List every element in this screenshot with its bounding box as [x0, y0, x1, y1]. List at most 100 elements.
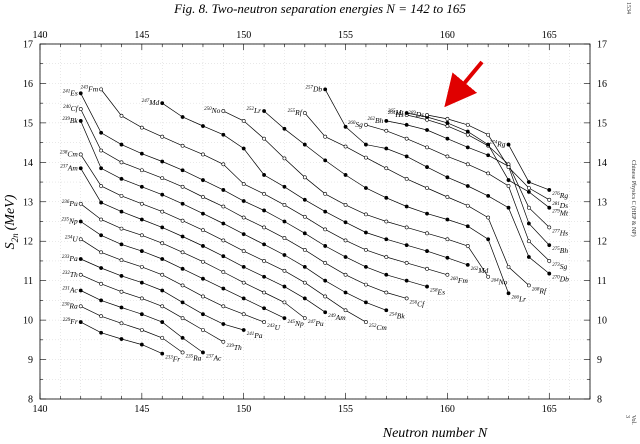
y-tick-label-left: 15: [23, 118, 33, 129]
data-point: [201, 276, 205, 281]
data-point: [282, 300, 287, 305]
data-point: [201, 328, 205, 332]
data-point: [323, 278, 328, 283]
data-point: [241, 280, 246, 285]
plot-frame: [39, 43, 591, 400]
data-point: [425, 165, 429, 169]
data-point: [465, 203, 470, 208]
mass-number: 241: [247, 332, 255, 337]
element-symbol: Hs: [559, 228, 568, 237]
mass-number: 250: [204, 107, 212, 112]
data-point: [404, 176, 409, 181]
data-point: [78, 219, 83, 224]
data-point: [425, 266, 429, 271]
data-point: [119, 209, 124, 214]
data-point: [99, 330, 104, 335]
data-point: [201, 195, 205, 199]
data-point: [547, 205, 552, 210]
data-point: [547, 271, 552, 276]
data-point: [139, 328, 144, 332]
element-symbol: Pa: [253, 331, 263, 340]
data-point: [323, 227, 328, 232]
element-symbol: Fm: [87, 84, 99, 93]
mass-number: 243: [267, 324, 275, 329]
data-point: [343, 255, 348, 259]
data-point: [445, 272, 450, 277]
data-point: [180, 168, 185, 173]
mass-number: 279: [552, 210, 560, 215]
y-tick-label-left: 14: [23, 158, 33, 169]
data-point: [221, 304, 226, 309]
y-axis-symbol: S: [3, 242, 18, 249]
data-point: [445, 195, 450, 199]
series-start-label: 239Bk: [62, 116, 78, 125]
data-point: [241, 215, 246, 220]
element-symbol: Ra: [192, 353, 202, 362]
data-point: [425, 145, 429, 150]
data-point: [506, 184, 511, 188]
mass-number: 238: [60, 150, 68, 155]
data-point: [506, 264, 511, 269]
data-point: [364, 320, 368, 324]
data-point: [445, 124, 450, 128]
data-point: [486, 142, 491, 147]
mass-number: 241: [63, 89, 71, 94]
series-end-label: 258Es: [430, 288, 445, 297]
series-end-label: 239Th: [226, 343, 242, 352]
element-symbol: Ra: [68, 301, 78, 310]
data-point: [282, 156, 287, 161]
y-tick-label-left: 16: [23, 79, 33, 90]
data-point: [139, 280, 144, 285]
mass-number: 233: [62, 255, 70, 260]
series-end-label: 273Sg: [552, 262, 567, 271]
series-line: [80, 93, 428, 287]
series-start-label: 233Pa: [62, 254, 78, 263]
data-point: [139, 312, 144, 317]
series-end-label: 249Am: [328, 313, 346, 322]
data-point: [404, 204, 409, 209]
element-symbol: Th: [70, 270, 78, 279]
data-point: [221, 322, 226, 326]
data-point: [323, 191, 328, 196]
data-point: [425, 128, 429, 132]
data-point: [78, 201, 83, 206]
data-point: [282, 126, 287, 131]
data-point: [99, 130, 104, 135]
data-point: [99, 266, 104, 270]
data-point: [180, 143, 185, 148]
element-symbol: Hs: [394, 110, 403, 119]
y-tick-label-right: 9: [597, 355, 602, 366]
mass-number: 258: [430, 289, 438, 294]
data-point: [425, 113, 429, 117]
element-symbol: Lr: [518, 294, 526, 303]
data-point: [99, 166, 104, 171]
series-end-label: 241Pa: [247, 331, 263, 340]
data-point: [99, 314, 104, 319]
data-point: [241, 312, 246, 317]
data-point: [160, 241, 165, 246]
data-point: [445, 237, 450, 242]
series-line: [324, 89, 550, 274]
data-point: [221, 238, 226, 243]
data-point: [160, 351, 165, 356]
data-point: [262, 136, 266, 141]
data-point: [526, 239, 531, 244]
data-point: [201, 294, 205, 299]
series-line: [365, 124, 550, 262]
y-tick-label-right: 12: [597, 237, 607, 248]
data-point: [445, 217, 450, 222]
mass-number: 237: [206, 354, 214, 359]
element-symbol: Np: [294, 319, 304, 328]
data-point: [160, 101, 165, 106]
data-point: [201, 350, 205, 355]
y-axis-unit: (MeV): [3, 194, 18, 230]
series-start-label: 250No: [204, 106, 221, 115]
data-point: [139, 184, 144, 189]
